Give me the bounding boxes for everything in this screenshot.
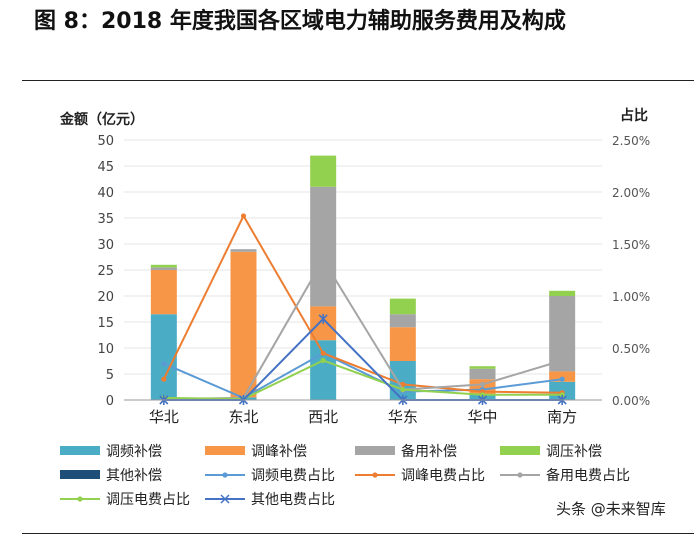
y2-tick-label: 0.00% [612, 394, 650, 408]
series-point [161, 361, 167, 367]
bar-segment [150, 270, 177, 315]
series-point [320, 257, 326, 263]
legend-label: 备用电费占比 [546, 467, 630, 484]
legend-swatch [60, 470, 100, 479]
legend-item: 调峰电费占比 [355, 468, 485, 484]
watermark: 头条 @未来智库 [556, 500, 666, 518]
y2-axis-label: 占比 [620, 107, 648, 124]
legend-label: 其他补偿 [106, 468, 162, 484]
y-tick-label: 45 [97, 160, 114, 175]
x-tick-label: 华东 [388, 408, 418, 426]
legend-swatch [355, 446, 395, 455]
y-tick-label: 10 [97, 342, 114, 357]
legend-marker [222, 472, 228, 478]
bar-segment [150, 267, 177, 270]
legend-item: 调压电费占比 [60, 492, 190, 508]
bar-segment [389, 298, 416, 315]
series-line [163, 359, 563, 400]
series-line [162, 213, 563, 394]
y2-tick-label: 1.00% [612, 290, 650, 304]
bottom-rule [22, 533, 694, 534]
legend-label: 调压电费占比 [106, 492, 190, 508]
legend-label: 其他电费占比 [251, 492, 335, 508]
y-tick-label: 40 [97, 186, 114, 201]
y2-tick-label: 1.50% [612, 238, 650, 252]
y2-tick-label: 2.00% [612, 186, 650, 200]
legend-item: 其他电费占比 [205, 492, 335, 508]
legend-marker [372, 472, 378, 478]
series-point [400, 387, 406, 393]
y-tick-label: 50 [97, 134, 114, 149]
bar-segment [230, 251, 257, 398]
legend-swatch [60, 446, 100, 455]
series-point [559, 392, 565, 398]
legend-item: 备用电费占比 [500, 467, 630, 484]
y-tick-label: 25 [97, 264, 114, 279]
bar-segment [230, 249, 257, 252]
x-tick-label: 西北 [308, 408, 338, 426]
bar-segment [310, 340, 337, 400]
legend-marker [77, 496, 83, 502]
legend-label: 备用补偿 [401, 443, 457, 460]
bar-segment [469, 368, 496, 380]
series-point [320, 350, 326, 356]
legend-item: 备用补偿 [355, 443, 457, 460]
series-line [163, 257, 563, 400]
series-point [320, 357, 326, 364]
bar-segment [150, 264, 177, 268]
series-point [161, 376, 167, 382]
legend-label: 调频电费占比 [251, 468, 335, 484]
series-point [479, 392, 486, 398]
legend-item: 其他补偿 [60, 468, 162, 484]
legend-label: 调压补偿 [546, 444, 602, 460]
y-tick-label: 30 [97, 238, 114, 253]
x-tick-label: 华中 [467, 408, 497, 426]
x-tick-label: 华北 [149, 408, 179, 426]
legend-item: 调压补偿 [500, 444, 602, 460]
bar-segment [310, 186, 337, 307]
bar-segment [549, 290, 576, 296]
y-tick-label: 0 [106, 394, 114, 409]
bar-segment [469, 366, 496, 369]
bar-segment [389, 314, 416, 328]
series-point [559, 357, 565, 364]
legend-label: 调峰电费占比 [401, 468, 485, 484]
y-tick-label: 35 [97, 212, 114, 227]
series-point [240, 213, 247, 219]
series-line [163, 352, 563, 400]
legend-item: 调频补偿 [60, 444, 162, 460]
legend-item: 调峰补偿 [205, 444, 307, 460]
legend-marker [517, 472, 523, 478]
bar-segment [549, 371, 576, 382]
legend-marker [220, 494, 230, 504]
figure-title: 图 8：2018 年度我国各区域电力辅助服务费用及构成 [34, 9, 566, 34]
y2-tick-label: 0.50% [612, 342, 650, 356]
legend-label: 调峰补偿 [251, 444, 307, 460]
series-point [318, 313, 328, 324]
legend-item: 调频电费占比 [205, 468, 335, 484]
legend-swatch [500, 446, 540, 455]
legend-label: 调频补偿 [106, 444, 162, 460]
bar-segment [150, 314, 177, 400]
legend-swatch [205, 446, 245, 455]
bar-segment [310, 155, 337, 187]
y-tick-label: 20 [97, 290, 114, 305]
x-tick-label: 南方 [547, 408, 577, 426]
y-tick-label: 15 [97, 316, 114, 331]
y-tick-label: 5 [106, 368, 114, 383]
series-point [559, 376, 565, 382]
series-point [479, 381, 486, 387]
top-rule [22, 80, 694, 81]
x-tick-label: 东北 [228, 408, 258, 426]
bar-segment [389, 327, 416, 361]
y2-tick-label: 2.50% [612, 134, 650, 148]
y-axis-label: 金额（亿元） [59, 111, 144, 128]
